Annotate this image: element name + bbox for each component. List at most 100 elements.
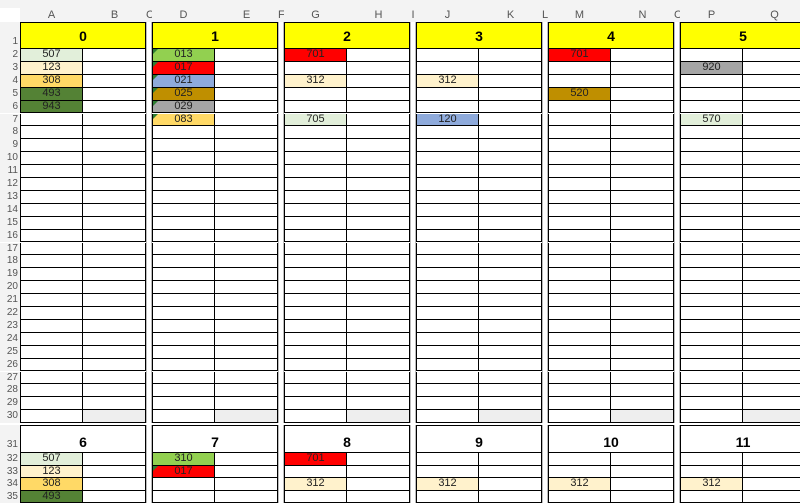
cell-b3[interactable] (83, 61, 146, 75)
cell-a11[interactable] (20, 165, 83, 178)
cell-p34[interactable]: 312 (680, 478, 743, 491)
cell-k28[interactable] (479, 384, 542, 398)
cell-h12[interactable] (347, 178, 410, 191)
row-header-7[interactable]: 7 (0, 113, 20, 127)
cell-k22[interactable] (479, 307, 542, 320)
row-header-11[interactable]: 11 (0, 165, 20, 178)
cell-b24[interactable] (83, 332, 146, 346)
cell-b34[interactable] (83, 478, 146, 491)
cell-q22[interactable] (743, 307, 800, 320)
cell-k34[interactable] (479, 478, 542, 491)
cell-k14[interactable] (479, 203, 542, 217)
cell-p8[interactable] (680, 126, 743, 140)
cell-b12[interactable] (83, 178, 146, 191)
cell-e6[interactable] (215, 100, 278, 114)
cell-m29[interactable] (548, 397, 611, 411)
cell-b32[interactable] (83, 453, 146, 466)
cell-q29[interactable] (743, 397, 800, 411)
cell-e12[interactable] (215, 178, 278, 191)
column-header-c[interactable]: C (146, 8, 154, 22)
cell-m24[interactable] (548, 332, 611, 346)
cell-p6[interactable] (680, 100, 743, 114)
cell-a34[interactable]: 308 (20, 478, 83, 491)
cell-p16[interactable] (680, 229, 743, 243)
cell-a21[interactable] (20, 294, 83, 307)
cell-g11[interactable] (284, 165, 347, 178)
cell-a27[interactable] (20, 371, 83, 385)
cell-b20[interactable] (83, 281, 146, 295)
cell-g33[interactable] (284, 465, 347, 479)
cell-k9[interactable] (479, 139, 542, 153)
cell-a5[interactable]: 493 (20, 87, 83, 101)
cell-d25[interactable] (152, 345, 215, 359)
cell-n33[interactable] (611, 465, 674, 479)
column-header-m[interactable]: M (548, 8, 611, 22)
cell-j33[interactable] (416, 465, 479, 479)
cell-e8[interactable] (215, 126, 278, 140)
cell-h5[interactable] (347, 87, 410, 101)
row-header-18[interactable]: 18 (0, 255, 20, 269)
cell-b9[interactable] (83, 139, 146, 153)
cell-h14[interactable] (347, 203, 410, 217)
cell-p17[interactable] (680, 242, 743, 256)
cell-e25[interactable] (215, 345, 278, 359)
cell-g12[interactable] (284, 178, 347, 191)
cell-j13[interactable] (416, 190, 479, 204)
cell-q3[interactable] (743, 61, 800, 75)
cell-m2[interactable]: 701 (548, 49, 611, 62)
cell-m20[interactable] (548, 281, 611, 295)
cell-h34[interactable] (347, 478, 410, 491)
cell-h29[interactable] (347, 397, 410, 411)
cell-q16[interactable] (743, 229, 800, 243)
cell-k15[interactable] (479, 216, 542, 230)
cell-p25[interactable] (680, 345, 743, 359)
cell-a8[interactable] (20, 126, 83, 140)
cell-b10[interactable] (83, 152, 146, 166)
cell-j23[interactable] (416, 319, 479, 333)
cell-m32[interactable] (548, 453, 611, 466)
cell-j19[interactable] (416, 268, 479, 282)
cell-p12[interactable] (680, 178, 743, 191)
cell-j17[interactable] (416, 242, 479, 256)
cell-j26[interactable] (416, 358, 479, 372)
cell-a24[interactable] (20, 332, 83, 346)
cell-e10[interactable] (215, 152, 278, 166)
cell-d4[interactable]: 021 (152, 74, 215, 88)
cell-m23[interactable] (548, 319, 611, 333)
cell-n15[interactable] (611, 216, 674, 230)
cell-b22[interactable] (83, 307, 146, 320)
cell-j11[interactable] (416, 165, 479, 178)
cell-d28[interactable] (152, 384, 215, 398)
cell-e32[interactable] (215, 453, 278, 466)
cell-h6[interactable] (347, 100, 410, 114)
column-header-e[interactable]: E (215, 8, 278, 22)
cell-b19[interactable] (83, 268, 146, 282)
cell-n19[interactable] (611, 268, 674, 282)
cell-d22[interactable] (152, 307, 215, 320)
cell-h27[interactable] (347, 371, 410, 385)
cell-n2[interactable] (611, 49, 674, 62)
cell-j12[interactable] (416, 178, 479, 191)
cell-j5[interactable] (416, 87, 479, 101)
column-header-k[interactable]: K (479, 8, 542, 22)
cell-h2[interactable] (347, 49, 410, 62)
cell-m12[interactable] (548, 178, 611, 191)
row-header-24[interactable]: 24 (0, 332, 20, 346)
cell-p32[interactable] (680, 453, 743, 466)
cell-p22[interactable] (680, 307, 743, 320)
cell-b15[interactable] (83, 216, 146, 230)
cell-b14[interactable] (83, 203, 146, 217)
cell-g4[interactable]: 312 (284, 74, 347, 88)
cell-b7[interactable] (83, 113, 146, 127)
cell-j16[interactable] (416, 229, 479, 243)
cell-m9[interactable] (548, 139, 611, 153)
cell-q8[interactable] (743, 126, 800, 140)
cell-h8[interactable] (347, 126, 410, 140)
cell-m10[interactable] (548, 152, 611, 166)
row-header-17[interactable]: 17 (0, 242, 20, 256)
cell-n30[interactable] (611, 410, 674, 424)
cell-b5[interactable] (83, 87, 146, 101)
cell-k11[interactable] (479, 165, 542, 178)
cell-m27[interactable] (548, 371, 611, 385)
cell-m14[interactable] (548, 203, 611, 217)
